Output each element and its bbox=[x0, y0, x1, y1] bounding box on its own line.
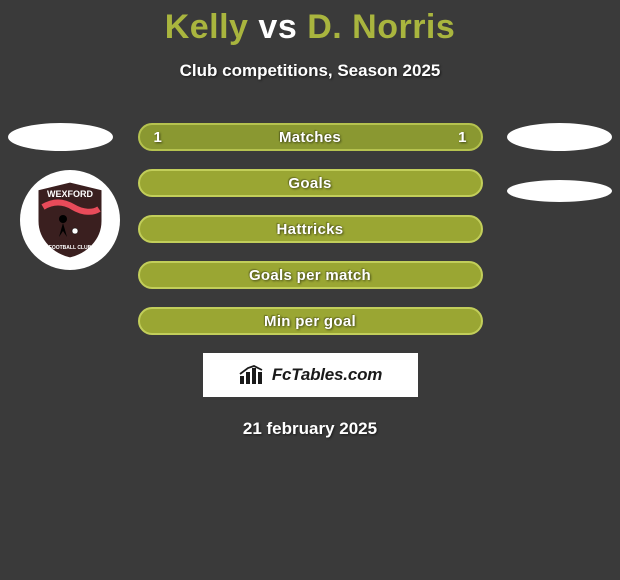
stats-container: 1 Matches 1 Goals Hattricks Goals per ma… bbox=[0, 123, 620, 335]
title-player-b: D. Norris bbox=[307, 8, 455, 46]
stat-label: Hattricks bbox=[277, 221, 344, 238]
page-title: Kelly vs D. Norris bbox=[0, 0, 620, 47]
stat-right-value: 1 bbox=[458, 129, 466, 146]
stat-left-value: 1 bbox=[154, 129, 162, 146]
title-player-a: Kelly bbox=[165, 8, 249, 46]
stat-row-matches: 1 Matches 1 bbox=[138, 123, 483, 151]
stat-row-hattricks: Hattricks bbox=[138, 215, 483, 243]
bars-icon bbox=[238, 364, 268, 386]
date-line: 21 february 2025 bbox=[0, 419, 620, 439]
stat-row-min-per-goal: Min per goal bbox=[138, 307, 483, 335]
brand-text: FcTables.com bbox=[272, 365, 382, 385]
stat-label: Goals per match bbox=[249, 267, 371, 284]
subtitle: Club competitions, Season 2025 bbox=[0, 61, 620, 81]
brand-box: FcTables.com bbox=[203, 353, 418, 397]
stat-label: Goals bbox=[288, 175, 331, 192]
stat-label: Min per goal bbox=[264, 313, 356, 330]
title-vs: vs bbox=[258, 8, 297, 46]
stat-label: Matches bbox=[279, 129, 341, 146]
stat-row-goals-per-match: Goals per match bbox=[138, 261, 483, 289]
stat-row-goals: Goals bbox=[138, 169, 483, 197]
